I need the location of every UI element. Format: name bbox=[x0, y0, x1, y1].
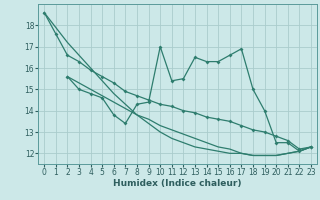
X-axis label: Humidex (Indice chaleur): Humidex (Indice chaleur) bbox=[113, 179, 242, 188]
